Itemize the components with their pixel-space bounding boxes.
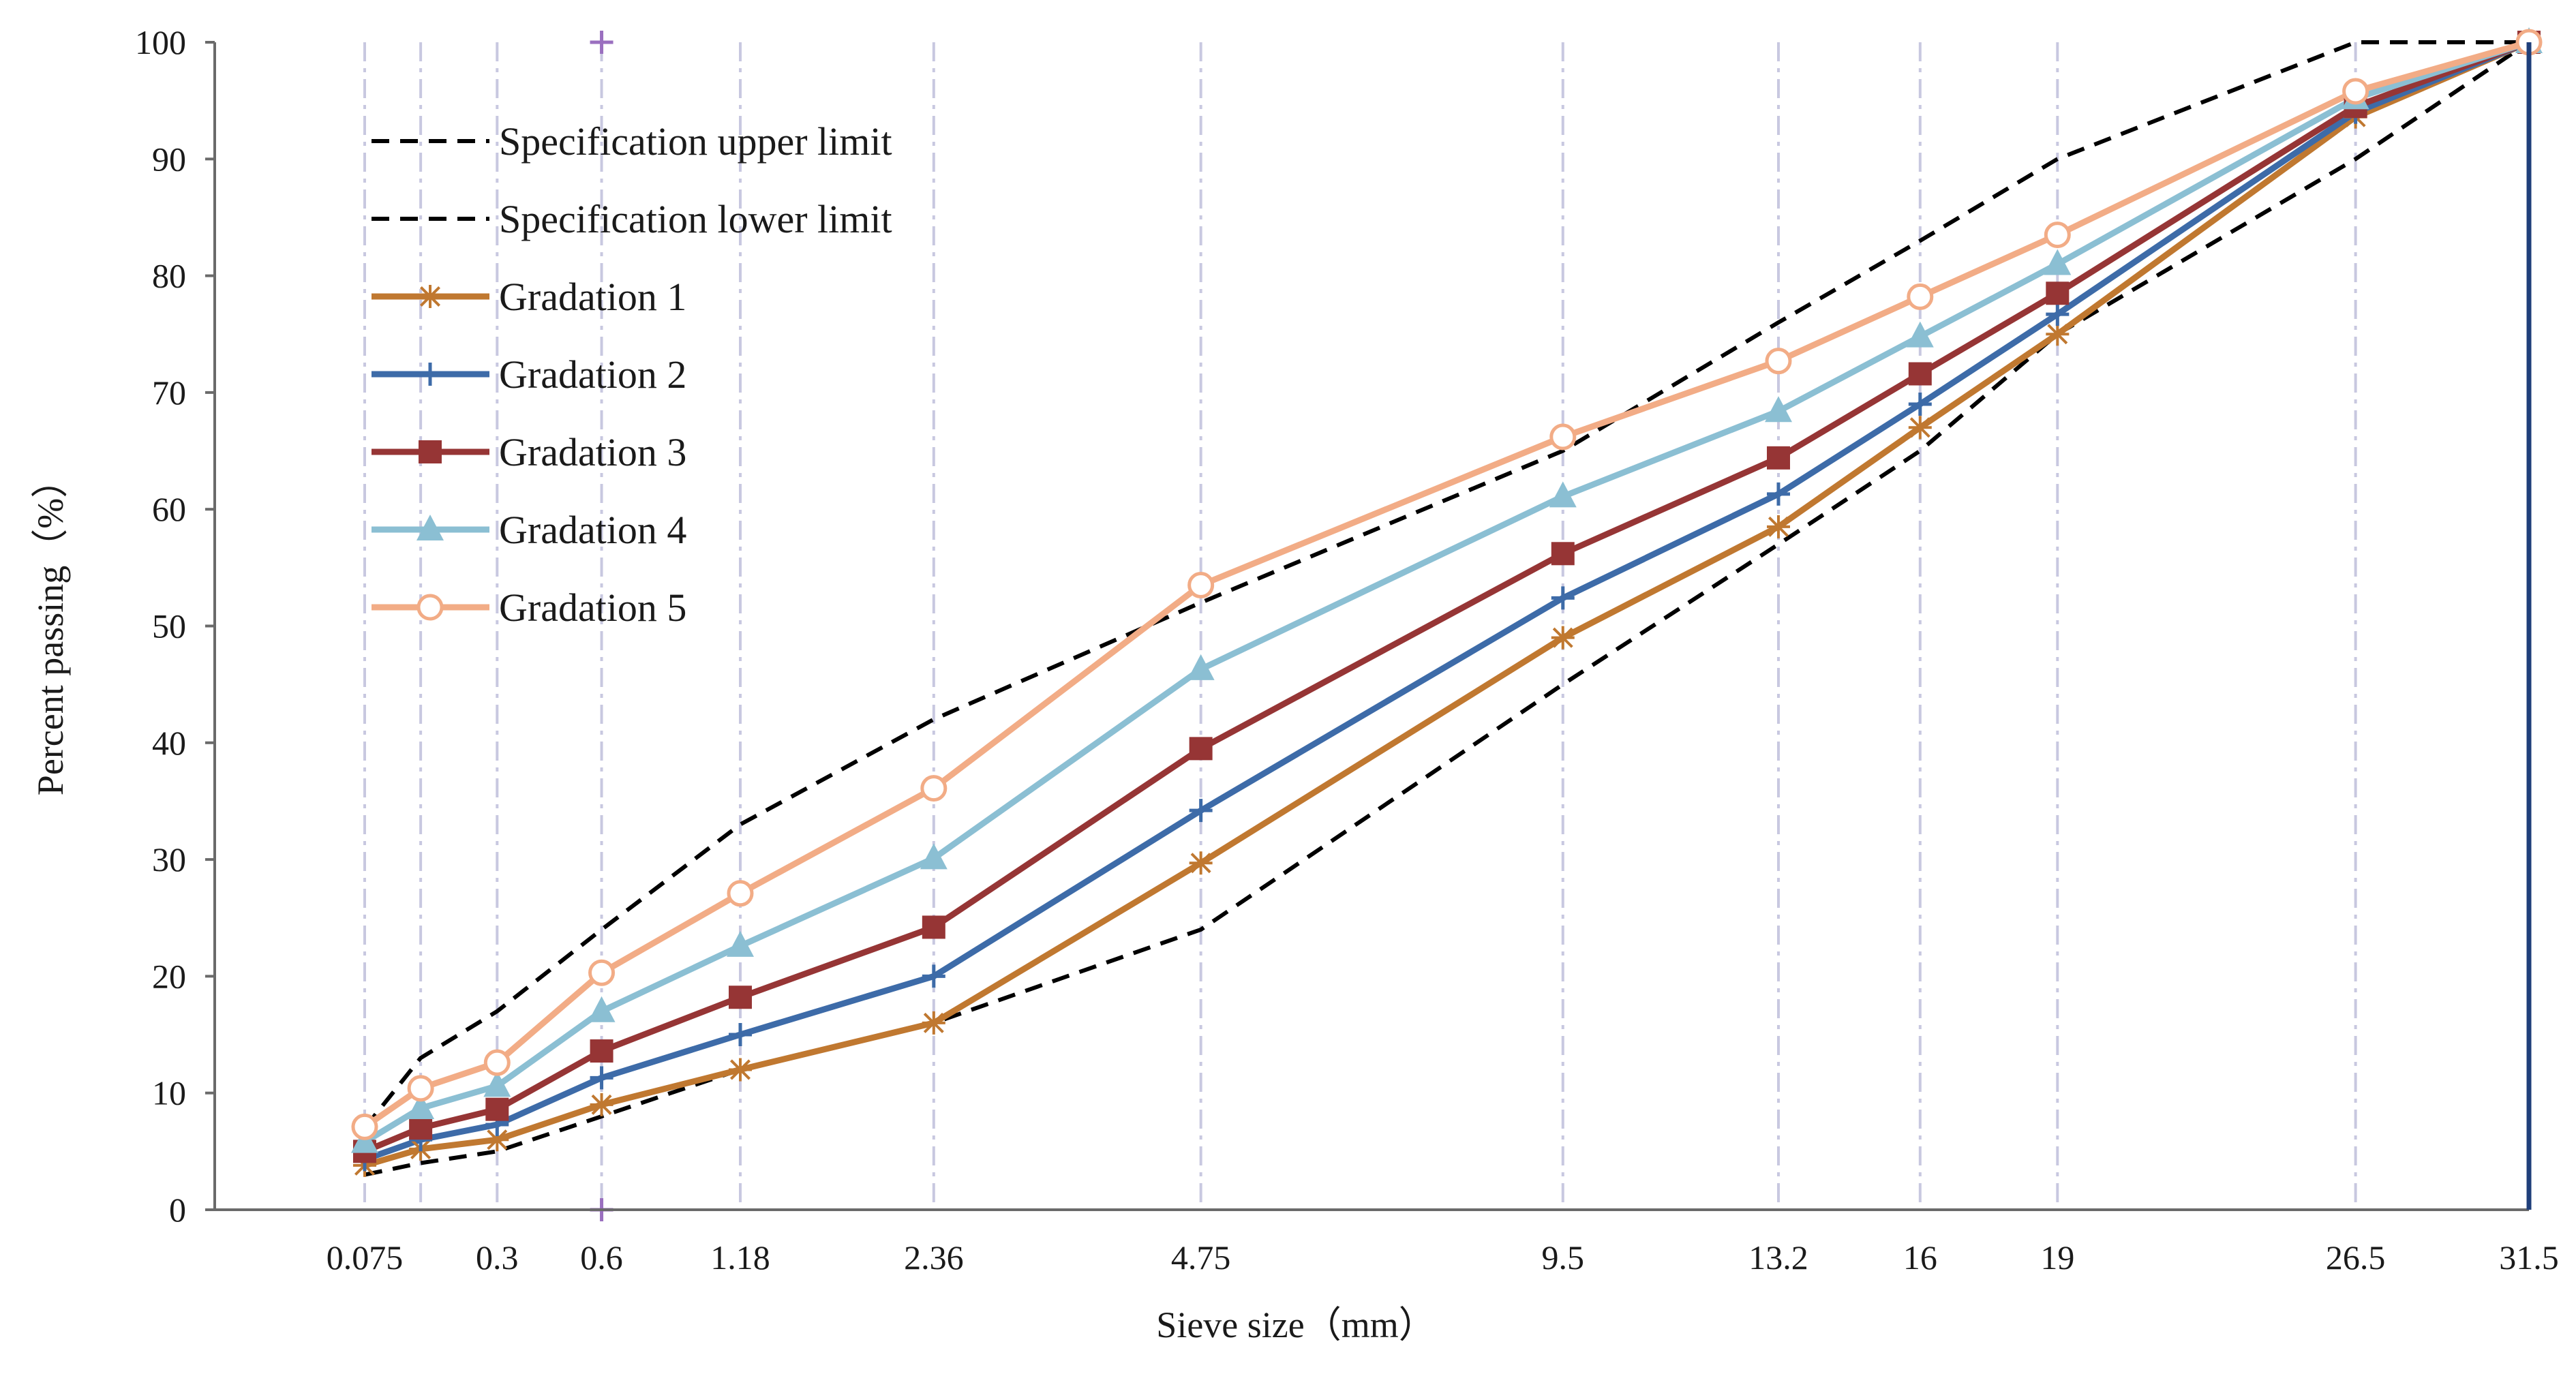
gradation-4-point xyxy=(920,843,948,870)
y-tick-label: 90 xyxy=(152,140,186,178)
y-tick-label: 10 xyxy=(152,1074,186,1112)
gradation-3-point xyxy=(409,1116,433,1140)
y-tick-label: 30 xyxy=(152,840,186,879)
gradation-4-point xyxy=(1187,654,1215,680)
gradation-4-point xyxy=(483,1071,511,1097)
gradation-5-point xyxy=(1549,423,1577,451)
legend-label-specification-lower-limit: Specification lower limit xyxy=(499,197,892,241)
gradation-4-point xyxy=(1764,396,1792,423)
gradation-5-point xyxy=(1765,348,1792,375)
gradation-2-point xyxy=(590,1066,613,1090)
gradation-1-point xyxy=(922,1011,945,1035)
y-tick-label: 20 xyxy=(152,957,186,995)
gradation-4-point xyxy=(588,996,616,1022)
x-tick-label: 0.3 xyxy=(476,1238,519,1277)
x-tick-label: 0.6 xyxy=(580,1238,623,1277)
gradation-5-point xyxy=(920,775,948,802)
legend-marker-gradation-5 xyxy=(416,594,444,621)
gradation-3-point xyxy=(729,986,753,1009)
x-tick-label: 9.5 xyxy=(1542,1238,1585,1277)
gradation-3-point xyxy=(1189,737,1213,761)
y-tick-label: 60 xyxy=(152,490,186,528)
data-point-markers xyxy=(351,27,2543,1221)
x-tick-label: 0.075 xyxy=(327,1238,404,1277)
y-tick-label: 80 xyxy=(152,257,186,295)
x-tick-label: 31.5 xyxy=(2499,1238,2559,1277)
y-tick-label: 100 xyxy=(135,23,186,61)
specification-upper-limit-line xyxy=(363,40,2529,1129)
y-tick-label: 70 xyxy=(152,373,186,412)
x-tick-label: 16 xyxy=(1903,1238,1937,1277)
gradation-3-point xyxy=(2046,281,2070,305)
legend-label-gradation-1: Gradation 1 xyxy=(499,275,686,319)
gradation-1-point xyxy=(1908,416,1932,440)
gradation-1-point xyxy=(1551,626,1575,650)
x-tick-label: 13.2 xyxy=(1748,1238,1808,1277)
gradation-2-point xyxy=(729,1023,753,1047)
x-tick-label: 2.36 xyxy=(904,1238,964,1277)
gradation-5-point xyxy=(1907,283,1934,310)
specification-lower-limit-line xyxy=(364,40,2530,1177)
gradation-2-point xyxy=(1766,482,1790,506)
gradation-2-point xyxy=(1189,799,1213,823)
gradation-2-point xyxy=(1908,393,1932,416)
x-tick-labels: 0.075 0.3 0.6 1.18 2.36 4.75 9.5 13.2 16 19 26.5 31… xyxy=(327,1238,2559,1277)
x-axis-title: Sieve size（mm） xyxy=(1156,1304,1435,1345)
gradation-5-point xyxy=(588,959,616,986)
gradation-4-point xyxy=(407,1093,435,1119)
gradation-1-point xyxy=(2046,322,2070,346)
gradation-5-point xyxy=(351,1113,378,1140)
x-tick-label: 19 xyxy=(2040,1238,2074,1277)
gradation-3-point xyxy=(1551,542,1575,566)
gradation-5-point xyxy=(727,880,754,907)
x-tick-label: 1.18 xyxy=(710,1238,770,1277)
gradation-5-point xyxy=(483,1049,511,1076)
gradation-2-point xyxy=(922,964,945,988)
legend: Specification upper limit Specification l… xyxy=(372,119,892,630)
x-tick-label: 26.5 xyxy=(2326,1238,2386,1277)
legend-label-gradation-4: Gradation 4 xyxy=(499,508,686,552)
legend-label-gradation-3: Gradation 3 xyxy=(499,430,686,474)
gradation-5-point xyxy=(2342,78,2369,105)
legend-label-specification-upper-limit: Specification upper limit xyxy=(499,119,892,164)
gradation-1-point xyxy=(1766,515,1790,538)
legend-marker-gradation-2 xyxy=(419,363,442,386)
legend-marker-gradation-4 xyxy=(416,515,444,540)
legend-label-gradation-2: Gradation 2 xyxy=(499,352,686,397)
x-tick-label: 4.75 xyxy=(1171,1238,1231,1277)
specification-limit-lines xyxy=(363,40,2530,1177)
y-tick-label: 0 xyxy=(169,1191,186,1229)
y-axis-title: Percent passing（%） xyxy=(30,461,71,795)
gradation-1-point xyxy=(729,1058,753,1082)
y-tick-label: 50 xyxy=(152,607,186,645)
legend-label-gradation-5: Gradation 5 xyxy=(499,585,686,630)
legend-marker-gradation-1 xyxy=(419,285,442,308)
y-tick-label: 40 xyxy=(152,724,186,762)
gradation-4-point xyxy=(1906,321,1934,348)
y-tick-labels: 0 10 20 30 40 50 60 70 80 90 100 xyxy=(135,23,186,1229)
gradation-4-point xyxy=(2044,249,2072,275)
gradation-1-point xyxy=(590,1093,613,1116)
gradation-3-point xyxy=(590,1039,613,1063)
gradation-2-point xyxy=(1551,586,1575,610)
gradation-3-point xyxy=(1908,362,1932,386)
gradation-1-point xyxy=(485,1128,509,1152)
gradation-3-point xyxy=(922,915,945,939)
gradation-5-point xyxy=(407,1075,434,1102)
gradation-4-point xyxy=(1549,481,1577,508)
gradation-3-point xyxy=(1766,446,1790,470)
gradation-3-point xyxy=(485,1097,509,1121)
gradation-5-point xyxy=(1187,572,1215,599)
axis-marker-top xyxy=(590,31,613,54)
gradation-5-point xyxy=(2044,222,2071,249)
gradation-2-point xyxy=(2046,303,2070,326)
legend-marker-gradation-3 xyxy=(419,440,442,463)
gradation-1-point xyxy=(1189,851,1213,875)
gradation-4-point xyxy=(727,930,755,957)
axes xyxy=(205,41,2532,1211)
